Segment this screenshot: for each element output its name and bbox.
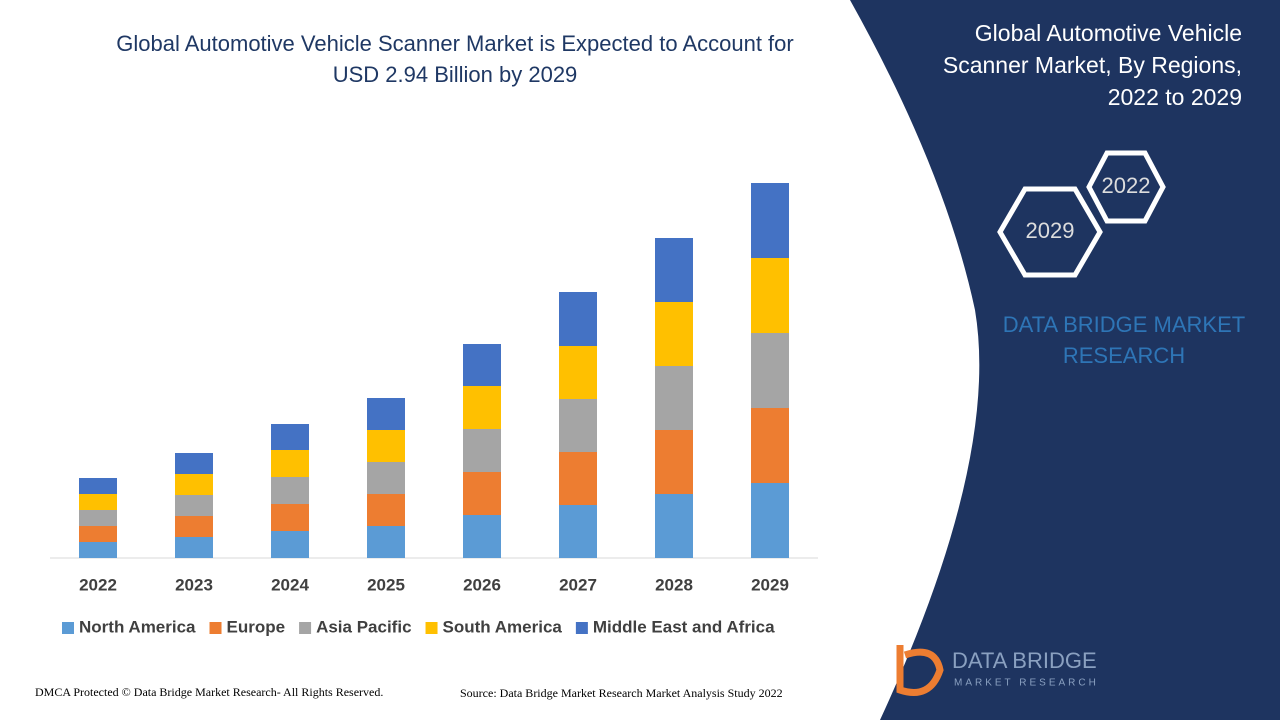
hex-label: 2029 <box>1026 218 1075 243</box>
bar-segment <box>751 333 789 408</box>
legend-label: Europe <box>227 617 286 636</box>
bar-segment <box>463 386 501 429</box>
legend-label: North America <box>79 617 196 636</box>
bar-segment <box>175 516 213 537</box>
bar-segment <box>79 510 117 526</box>
legend-label: South America <box>443 617 563 636</box>
bar-segment <box>463 429 501 472</box>
panel-title: Scanner Market, By Regions, <box>943 52 1242 78</box>
bar-segment <box>655 238 693 302</box>
side-panel <box>850 0 1280 720</box>
x-tick-label: 2027 <box>559 575 597 594</box>
bar-segment <box>751 483 789 558</box>
legend-swatch <box>575 622 588 634</box>
bar-segment <box>463 344 501 386</box>
legend-label: Middle East and Africa <box>593 617 775 636</box>
brand-text: RESEARCH <box>1063 343 1185 368</box>
bar-segment <box>175 474 213 495</box>
bar-segment <box>79 478 117 494</box>
panel-title: 2022 to 2029 <box>1108 84 1242 110</box>
brand-text: DATA BRIDGE MARKET <box>1003 312 1245 337</box>
bar-segment <box>271 531 309 558</box>
bar-segment <box>463 515 501 558</box>
legend-swatch <box>62 622 74 634</box>
bar-segment <box>367 430 405 462</box>
legend-label: Asia Pacific <box>316 617 411 636</box>
x-tick-label: 2022 <box>79 575 117 594</box>
bar-segment <box>79 526 117 542</box>
x-tick-label: 2024 <box>271 575 309 594</box>
chart-title: Global Automotive Vehicle Scanner Market… <box>116 31 793 87</box>
logo-mark <box>896 645 944 696</box>
bar-segment <box>79 494 117 510</box>
bar-segment <box>367 398 405 430</box>
x-tick-label: 2028 <box>655 575 693 594</box>
bar-segment <box>271 504 309 531</box>
bar-segment <box>751 183 789 258</box>
panel-title: Global Automotive Vehicle <box>975 20 1242 46</box>
x-tick-label: 2025 <box>367 575 405 594</box>
logo-text: MARKET RESEARCH <box>954 678 1099 689</box>
bar-segment <box>655 494 693 558</box>
hexagon <box>1086 150 1166 224</box>
bar-segment <box>175 537 213 558</box>
hex-label: 2022 <box>1102 173 1151 198</box>
bar-segment <box>559 346 597 399</box>
bar-segment <box>367 494 405 526</box>
copyright: DMCA Protected © Data Bridge Market Rese… <box>35 685 383 699</box>
bar-segment <box>655 366 693 430</box>
bar-segment <box>175 495 213 516</box>
x-tick-label: 2029 <box>751 575 789 594</box>
bar-segment <box>367 526 405 558</box>
bar-segment <box>271 450 309 477</box>
bar-segment <box>559 292 597 346</box>
bar-segment <box>559 452 597 505</box>
bar-segment <box>367 462 405 494</box>
legend-swatch <box>425 622 438 634</box>
bar-segment <box>175 453 213 474</box>
legend-swatch <box>299 622 312 634</box>
hexagon <box>997 186 1103 278</box>
bar-segment <box>751 408 789 483</box>
bar-segment <box>751 258 789 333</box>
x-tick-label: 2026 <box>463 575 501 594</box>
source: Source: Data Bridge Market Research Mark… <box>460 686 783 700</box>
bar-segment <box>79 542 117 558</box>
logo-text: DATA BRIDGE <box>952 648 1097 673</box>
bar-segment <box>271 424 309 450</box>
bar-segment <box>559 505 597 558</box>
bar-segment <box>655 430 693 494</box>
bar-segment <box>271 477 309 504</box>
bar-segment <box>463 472 501 515</box>
legend-swatch <box>209 622 222 634</box>
bar-segment <box>559 399 597 452</box>
x-tick-label: 2023 <box>175 575 213 594</box>
bar-segment <box>655 302 693 366</box>
